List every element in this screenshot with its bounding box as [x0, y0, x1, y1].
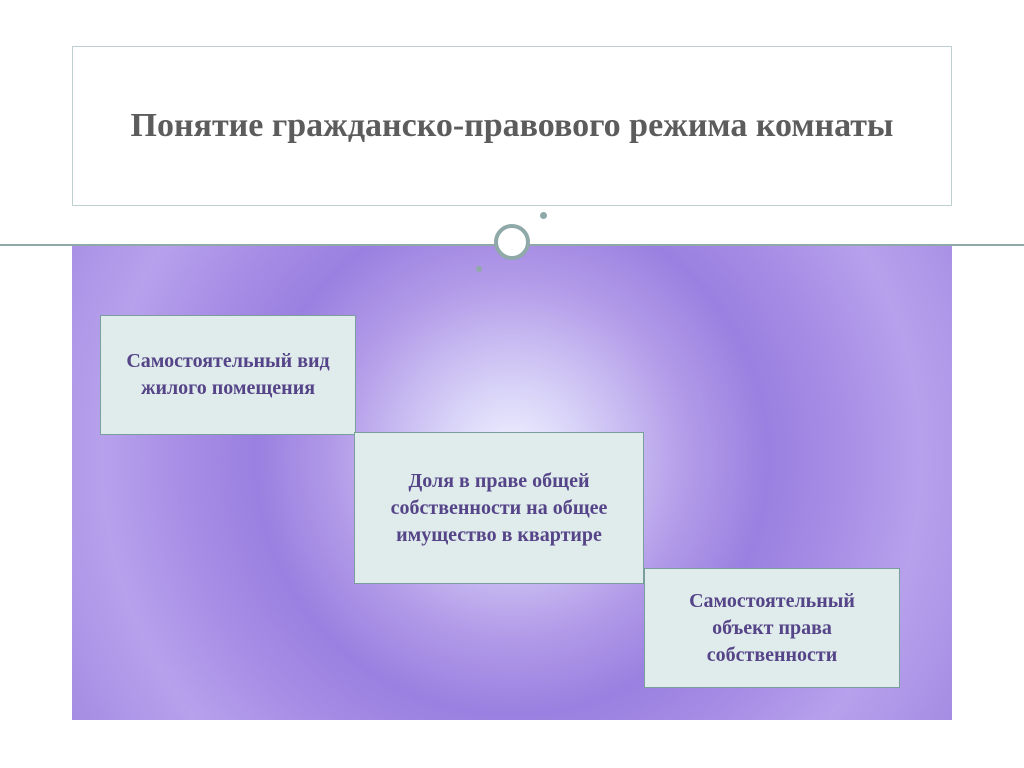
divider-dot-top	[540, 212, 547, 219]
concept-card-2: Доля в праве общей собственности на обще…	[354, 432, 644, 584]
divider-dot-bottom	[476, 266, 482, 272]
divider-ring	[494, 224, 530, 260]
concept-card-1: Самостоятельный вид жилого помещения	[100, 315, 356, 435]
concept-card-label: Доля в праве общей собственности на обще…	[373, 468, 625, 549]
slide-container: Понятие гражданско-правового режима комн…	[0, 0, 1024, 768]
title-block: Понятие гражданско-правового режима комн…	[72, 46, 952, 206]
concept-card-3: Самостоятельный объект права собственнос…	[644, 568, 900, 688]
slide-title: Понятие гражданско-правового режима комн…	[131, 104, 894, 148]
concept-card-label: Самостоятельный объект права собственнос…	[663, 588, 881, 669]
concept-card-label: Самостоятельный вид жилого помещения	[119, 348, 337, 402]
